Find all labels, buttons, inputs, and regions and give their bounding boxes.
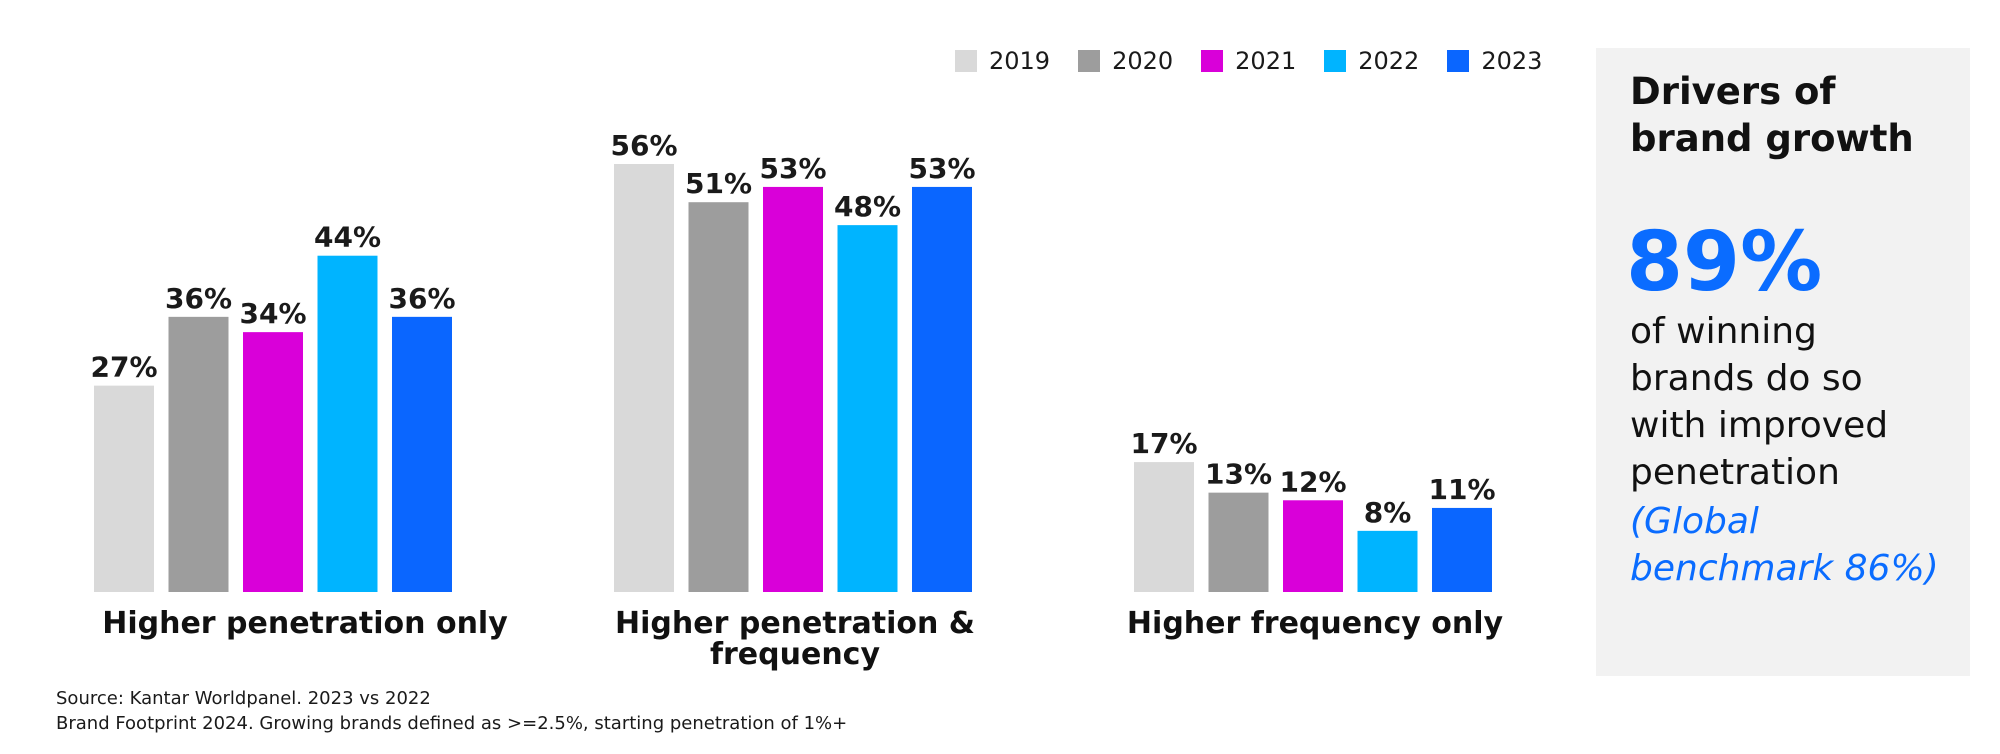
panel-benchmark-note: (Global benchmark 86%)	[1630, 501, 1939, 589]
data-label: 34%	[239, 297, 306, 330]
source-line-1: Source: Kantar Worldpanel. 2023 vs 2022	[56, 688, 431, 709]
legend-item-2019: 2019	[955, 47, 1050, 75]
group-label-line: Higher frequency only	[1126, 606, 1504, 641]
group-label-penetration-only: Higher penetration only	[75, 608, 535, 639]
legend-item-2022: 2022	[1324, 47, 1419, 75]
legend-item-2023: 2023	[1447, 47, 1542, 75]
bar	[168, 316, 229, 592]
data-label: 13%	[1205, 458, 1272, 491]
data-label: 36%	[165, 282, 232, 315]
data-label: 44%	[314, 221, 381, 254]
legend-swatch-2022	[1324, 50, 1347, 72]
legend-item-2021: 2021	[1201, 47, 1296, 75]
bar-group: 27%36% 34%44%36%	[90, 221, 456, 592]
legend-swatch-2021	[1201, 50, 1224, 72]
legend-label-2019: 2019	[989, 47, 1051, 75]
bar	[837, 225, 898, 593]
legend-label-2021: 2021	[1235, 47, 1297, 75]
legend-item-2020: 2020	[1078, 47, 1173, 75]
data-label: 48%	[834, 190, 901, 223]
legend-label-2020: 2020	[1112, 47, 1174, 75]
bar-group: 17%13% 12% 8% 11%	[1130, 427, 1496, 592]
bar	[1134, 462, 1194, 592]
legend-swatch-2019	[955, 50, 977, 72]
group-label-line: frequency	[709, 637, 881, 672]
legend-label-2022: 2022	[1358, 47, 1420, 75]
data-label: 51%	[685, 167, 752, 200]
legend-swatch-2020	[1078, 50, 1101, 72]
drivers-panel: Drivers of brand growth 89% of winning b…	[1596, 48, 1970, 676]
data-label: 11%	[1428, 473, 1495, 506]
source-note: Source: Kantar Worldpanel. 2023 vs 2022 …	[56, 686, 847, 736]
data-label: 27%	[90, 351, 157, 384]
legend-label-2023: 2023	[1481, 47, 1543, 75]
bar	[94, 385, 154, 592]
panel-stat: 89%	[1626, 215, 1823, 310]
data-label: 12%	[1279, 465, 1346, 498]
bar	[614, 163, 674, 592]
data-label: 8%	[1364, 496, 1412, 529]
bar	[243, 332, 303, 592]
data-label: 53%	[759, 152, 826, 185]
group-label-frequency-only: Higher frequency only	[1085, 608, 1545, 639]
data-label: 17%	[1130, 427, 1197, 460]
chart-legend: 2019 2020 2021 2022 2023	[955, 44, 1542, 78]
data-label: 56%	[610, 129, 677, 162]
bar	[763, 186, 823, 592]
source-line-2: Brand Footprint 2024. Growing brands def…	[56, 713, 848, 734]
group-label-line: Higher penetration &	[615, 606, 975, 641]
bar	[392, 316, 452, 592]
bar	[1208, 492, 1269, 592]
bar	[688, 202, 749, 592]
panel-text: of winning brands do so with improved pe…	[1630, 311, 1889, 493]
bar	[1283, 500, 1343, 592]
legend-swatch-2023	[1447, 50, 1470, 72]
data-label: 53%	[908, 152, 975, 185]
bar	[1432, 507, 1492, 592]
bar-group: 56%51% 53%48%53%	[610, 129, 976, 593]
data-label: 36%	[388, 282, 455, 315]
bar	[317, 255, 378, 592]
bar	[912, 186, 972, 592]
group-label-penetration-and-frequency: Higher penetration & frequency	[565, 608, 1025, 670]
bar	[1357, 530, 1418, 592]
group-label-line: Higher penetration only	[102, 606, 508, 641]
panel-title: Drivers of brand growth	[1630, 70, 1914, 160]
